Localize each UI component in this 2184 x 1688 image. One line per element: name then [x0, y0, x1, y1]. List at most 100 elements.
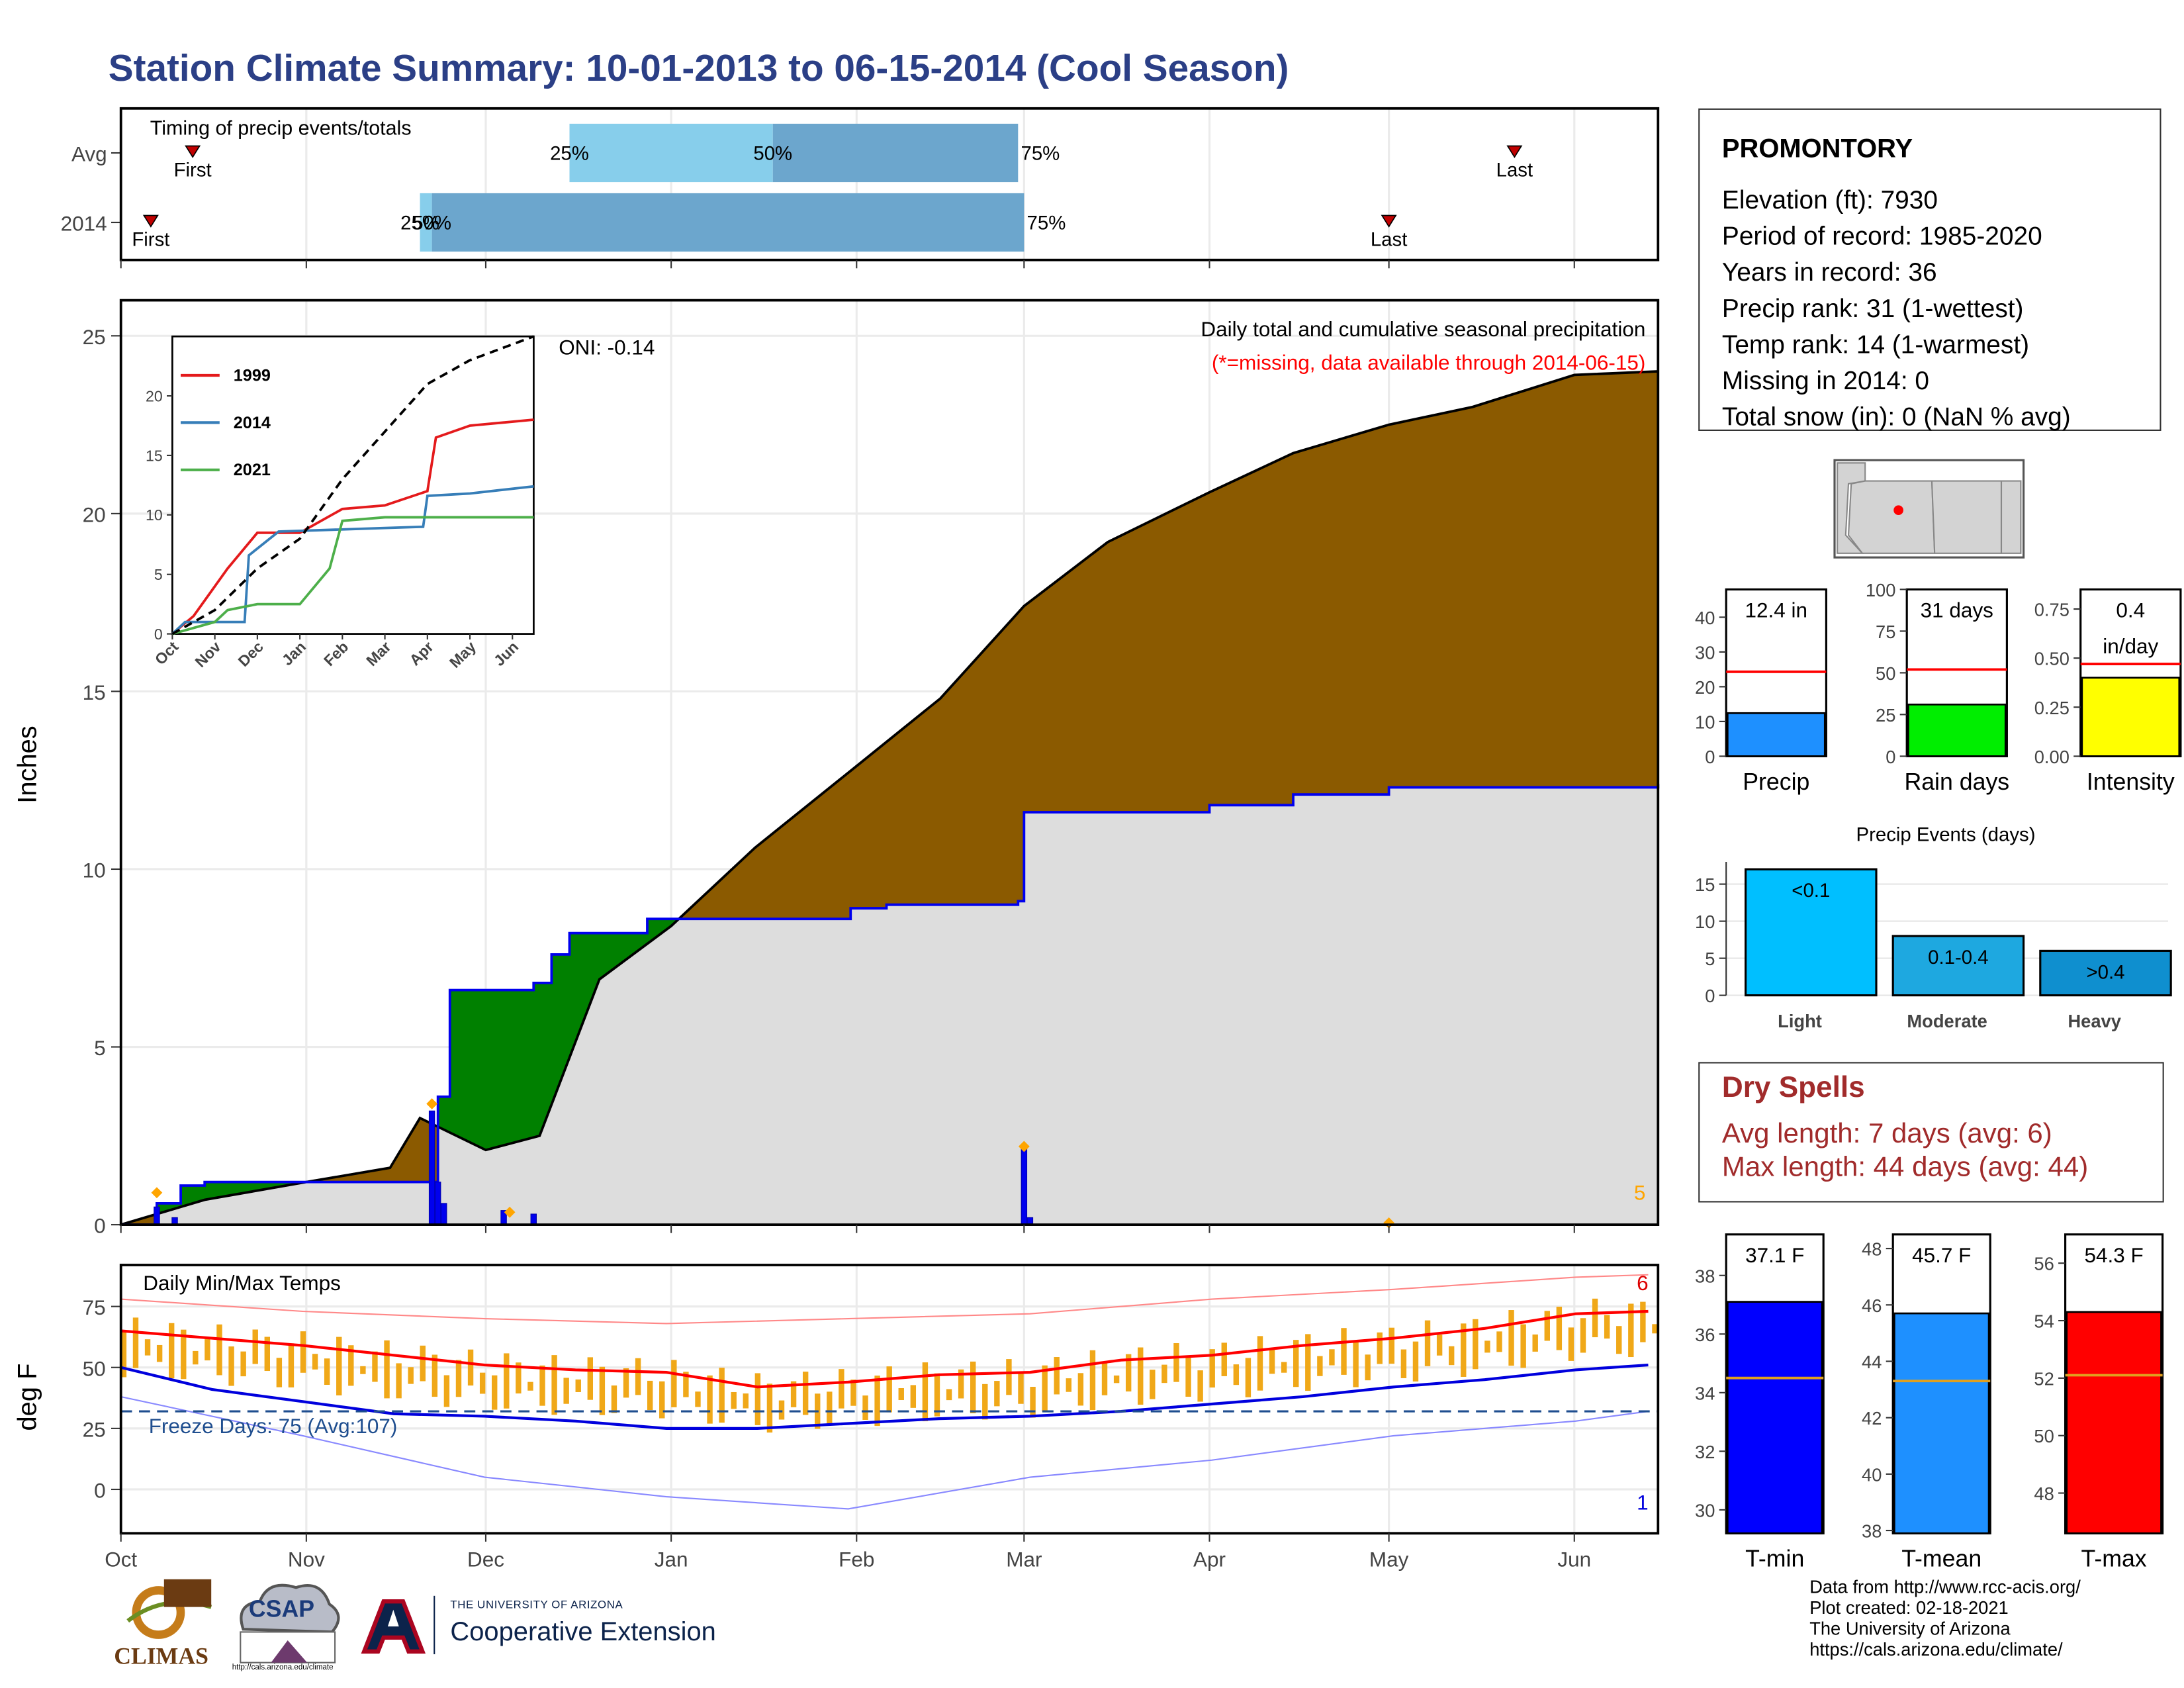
p50-label: 50% — [753, 143, 792, 165]
gauge-y-label: 48 — [2034, 1483, 2054, 1504]
gauge-y-label: 20 — [1695, 677, 1715, 698]
gauge-y-label: 48 — [1862, 1239, 1882, 1260]
location-map — [1833, 459, 2025, 559]
daily-temp-bar — [288, 1343, 295, 1387]
inset-series-2021 — [171, 516, 534, 635]
daily-temp-bar — [1161, 1364, 1167, 1383]
gauge-y-label: 25 — [1876, 705, 1895, 726]
daily-temp-bar — [1257, 1336, 1263, 1391]
station-line: Precip rank: 31 (1-wettest) — [1721, 293, 2024, 323]
gauge-value-label: 54.3 F — [2084, 1243, 2143, 1267]
daily-temp-bar — [312, 1354, 318, 1370]
gauge-y-label: 54 — [2034, 1311, 2054, 1332]
gauge-y-label: 0 — [1886, 747, 1895, 767]
daily-temp-bar — [731, 1391, 737, 1409]
credit-line: Plot created: 02-18-2021 — [1809, 1597, 2009, 1618]
climas-logo[interactable]: CLIMAS — [109, 1579, 222, 1677]
daily-temp-bar — [1293, 1340, 1299, 1387]
daily-temp-bar — [1018, 1371, 1024, 1404]
csap-logo[interactable]: CSAP http://cals.arizona.edu/climate — [229, 1576, 345, 1676]
y-tick-label: 5 — [1705, 949, 1715, 969]
daily-temp-bar — [181, 1329, 187, 1380]
gauge-y-label: 10 — [1695, 712, 1715, 732]
legend-label: 2014 — [234, 414, 271, 432]
daily-temp-bar — [1233, 1364, 1240, 1385]
last-label: Last — [1496, 160, 1533, 181]
climas-label: CLIMAS — [114, 1643, 209, 1670]
daily-temp-bar — [1042, 1365, 1048, 1412]
quartile-bar-low — [569, 123, 773, 183]
station-line: Period of record: 1985-2020 — [1721, 220, 2042, 250]
y-tick-label: 50 — [83, 1356, 106, 1380]
csap-label: CSAP — [248, 1595, 315, 1622]
daily-temp-bar — [1377, 1332, 1383, 1364]
p75-label: 75% — [1021, 143, 1060, 165]
daily-temp-bar — [1556, 1306, 1563, 1350]
gauge-y-label: 46 — [1862, 1295, 1882, 1316]
gauge-label: T-mean — [1901, 1546, 1981, 1572]
p25-label: 25% — [400, 212, 439, 234]
gauge-bar — [1907, 703, 2007, 757]
daily-temp-bar — [1221, 1342, 1227, 1376]
oni-label: ONI: -0.14 — [559, 336, 655, 359]
y-tick-label: 25 — [83, 325, 106, 349]
daily-temp-bar — [1269, 1349, 1275, 1374]
dry-spells-box: Dry Spells Avg length: 7 days (avg: 6) M… — [1698, 1062, 2164, 1203]
daily-temp-bar — [205, 1336, 210, 1361]
avg-tmax-line — [120, 1309, 1649, 1389]
daily-temp-bar — [1305, 1334, 1311, 1391]
daily-temp-bar — [1412, 1341, 1419, 1382]
x-tick-label: May — [1369, 1548, 1409, 1571]
daily-temp-bar — [934, 1373, 940, 1417]
first-marker — [185, 145, 201, 158]
daily-temp-bar — [1138, 1347, 1144, 1405]
csap-url: http://cals.arizona.edu/climate — [232, 1664, 334, 1673]
p75-label: 75% — [1027, 212, 1066, 234]
ua-top-label: THE UNIVERSITY OF ARIZONA — [450, 1599, 623, 1611]
quartile-bar-low — [420, 193, 432, 252]
event-bar — [1745, 868, 1878, 997]
daily-temp-bar — [216, 1324, 222, 1376]
gauge-y-label: 75 — [1876, 622, 1895, 642]
daily-temp-bar — [802, 1372, 809, 1415]
inset-series-avg — [171, 335, 535, 635]
y-tick-label: 75 — [83, 1295, 106, 1319]
station-location-marker — [1893, 505, 1903, 516]
gauge-y-label: 34 — [1695, 1383, 1715, 1403]
daily-temp-bar — [1365, 1354, 1371, 1381]
daily-temp-bar — [1616, 1326, 1622, 1354]
page-title: Station Climate Summary: 10-01-2013 to 0… — [108, 47, 1289, 89]
daily-temp-bar — [1089, 1350, 1096, 1411]
x-tick-label: Nov — [288, 1548, 325, 1571]
block-a-icon — [361, 1599, 426, 1654]
event-bar — [1891, 935, 2025, 997]
daily-temp-bar — [527, 1382, 533, 1391]
gauge-value-label: 12.4 in — [1745, 598, 1808, 622]
daily-temp-bar — [1628, 1303, 1634, 1358]
gauge-y-label: 36 — [1695, 1325, 1715, 1345]
gauge-label: Rain days — [1904, 769, 2009, 795]
daily-temp-bar — [1436, 1335, 1443, 1356]
record-high-count: 6 — [1637, 1271, 1649, 1295]
precip-marker — [426, 1098, 438, 1109]
daily-precip-bar — [440, 1203, 447, 1225]
daily-temp-bar — [898, 1387, 904, 1401]
daily-temp-bar — [539, 1365, 545, 1406]
daily-temp-bar — [827, 1391, 833, 1425]
last-label: Last — [1371, 229, 1408, 251]
precip-border — [119, 299, 1660, 1226]
y-tick-label: 0 — [94, 1479, 106, 1503]
daily-temp-bar — [766, 1383, 773, 1433]
event-bar — [2039, 949, 2172, 997]
daily-temp-bar — [1125, 1354, 1132, 1392]
y-tick-label: 10 — [1695, 912, 1715, 932]
inset-series-1999 — [171, 418, 534, 635]
daily-temp-bar — [276, 1358, 283, 1387]
x-tick-label: Apr — [1193, 1548, 1226, 1571]
inset-frame — [171, 335, 535, 635]
y-tick-label: 15 — [83, 680, 106, 704]
daily-temp-bar — [168, 1323, 175, 1379]
daily-temp-bar — [922, 1362, 929, 1422]
daily-temp-bar — [1568, 1327, 1574, 1361]
ua-logo[interactable] — [359, 1596, 428, 1662]
